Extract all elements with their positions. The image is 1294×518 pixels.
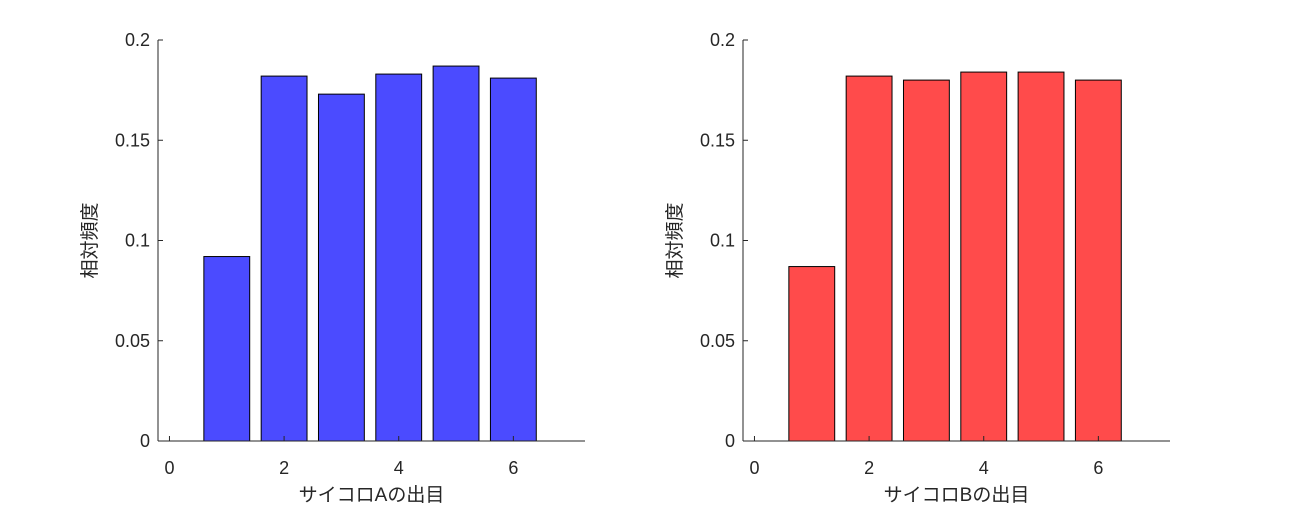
bar-6	[1074, 79, 1122, 442]
bar-5	[1017, 71, 1065, 442]
bar-1	[203, 256, 251, 442]
y-axis-label: 相対頻度	[664, 202, 686, 278]
x-axis-label: サイコロBの出目	[884, 484, 1030, 506]
x-tick-label: 2	[864, 458, 874, 478]
y-tick-label: 0.2	[125, 30, 150, 50]
y-tick-label: 0	[725, 431, 735, 451]
x-tick-label: 0	[164, 458, 174, 478]
bar-4	[960, 71, 1008, 442]
x-tick-label: 6	[1093, 458, 1103, 478]
y-axis-label: 相対頻度	[79, 202, 101, 278]
chart-panel-dice-b: サイコロBの出目 相対頻度 0 0.05 0.1 0.15 0.2 0 2 4 6	[664, 30, 1170, 506]
x-tick-label: 4	[394, 458, 404, 478]
bar-5	[432, 65, 480, 442]
bar-3	[317, 93, 365, 442]
y-tick-label: 0.05	[115, 331, 150, 351]
y-tick-label: 0.2	[710, 30, 735, 50]
bar-2	[845, 75, 893, 442]
chart-panel-dice-a: サイコロAの出目 相対頻度 0 0.05 0.1 0.15 0.2 0 2 4 6	[79, 30, 585, 506]
x-tick-label: 6	[508, 458, 518, 478]
y-tick-label: 0.15	[700, 130, 735, 150]
y-tick-label: 0.1	[710, 231, 735, 251]
x-tick-label: 0	[749, 458, 759, 478]
bar-6	[489, 77, 537, 442]
x-axis-label: サイコロAの出目	[299, 484, 445, 506]
y-tick-label: 0	[140, 431, 150, 451]
bar-4	[375, 73, 423, 442]
x-tick-label: 2	[279, 458, 289, 478]
y-tick-label: 0.1	[125, 231, 150, 251]
bar-1	[788, 266, 836, 442]
x-tick-label: 4	[979, 458, 989, 478]
y-tick-label: 0.05	[700, 331, 735, 351]
bar-3	[902, 79, 950, 442]
y-tick-label: 0.15	[115, 130, 150, 150]
bar-2	[260, 75, 308, 442]
